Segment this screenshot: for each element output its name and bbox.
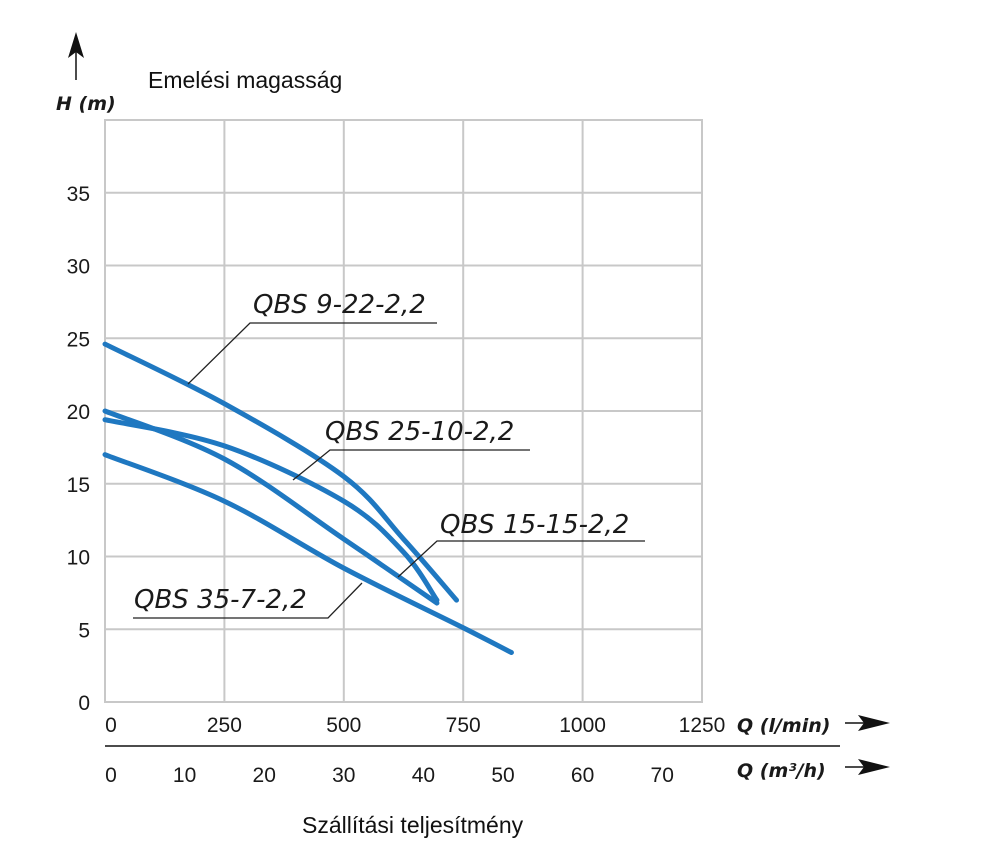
x-tick-label: 750: [446, 714, 481, 737]
chart-title: Emelési magasság: [148, 67, 342, 93]
y-axis-label: H (m): [56, 93, 116, 115]
series-label-qbs-35-7: QBS 35-7-2,2: [134, 585, 307, 615]
y-tick-label: 30: [67, 256, 90, 279]
x-axis-title: Szállítási teljesítmény: [302, 812, 524, 838]
curve-qbs-35-7-2-2: [102, 452, 514, 656]
x-tick-label: 500: [326, 714, 361, 737]
x-tick-label: 0: [105, 714, 117, 737]
leader-line-2: [397, 540, 645, 578]
curve-qbs-9-22-2-2: [102, 341, 460, 603]
y-tick-label: 25: [67, 328, 90, 351]
x-tick-label: 1000: [559, 714, 606, 737]
x2-tick-label: 0: [105, 764, 117, 787]
leader-lines: [133, 322, 645, 619]
x2-axis-arrow-icon: [845, 759, 890, 775]
x-axis-label: Q (l/min): [737, 715, 830, 737]
x2-tick-label: 60: [571, 764, 594, 787]
leader-line-1: [292, 449, 530, 481]
y-tick-label: 5: [78, 619, 90, 642]
x-tick-label: 250: [207, 714, 242, 737]
x2-tick-label: 30: [332, 764, 355, 787]
curve-qbs-15-15-2-2: [102, 408, 440, 606]
leader-line-3: [133, 582, 363, 619]
x2-tick-label: 50: [491, 764, 514, 787]
y-tick-label: 15: [67, 474, 90, 497]
y-tick-label: 20: [67, 401, 90, 424]
y-tick-label: 35: [67, 183, 90, 206]
x-tick-label: 1250: [679, 714, 726, 737]
x2-axis-label: Q (m³/h): [737, 760, 826, 782]
x2-tick-label: 40: [412, 764, 435, 787]
grid: [104, 119, 703, 703]
series-label-qbs-25-10: QBS 25-10-2,2: [325, 417, 514, 447]
x2-tick-label: 10: [173, 764, 196, 787]
x2-tick-label: 70: [651, 764, 674, 787]
y-tick-label: 0: [78, 692, 90, 715]
x-axis-arrow-icon: [845, 715, 890, 731]
y-tick-label: 10: [67, 547, 90, 570]
leader-line-0: [187, 322, 437, 385]
curve-qbs-25-10-2-2: [102, 417, 440, 603]
series-label-qbs-9-22: QBS 9-22-2,2: [253, 290, 426, 320]
curves: [102, 341, 514, 656]
x2-tick-label: 20: [253, 764, 276, 787]
series-label-qbs-15-15: QBS 15-15-2,2: [440, 510, 629, 540]
y-axis-arrow-icon: [68, 32, 84, 80]
tick-labels: 0 250 500 750 1000 1250 0 5 10 15 20 25 30 35 0 10 20 30 4…: [67, 183, 726, 787]
